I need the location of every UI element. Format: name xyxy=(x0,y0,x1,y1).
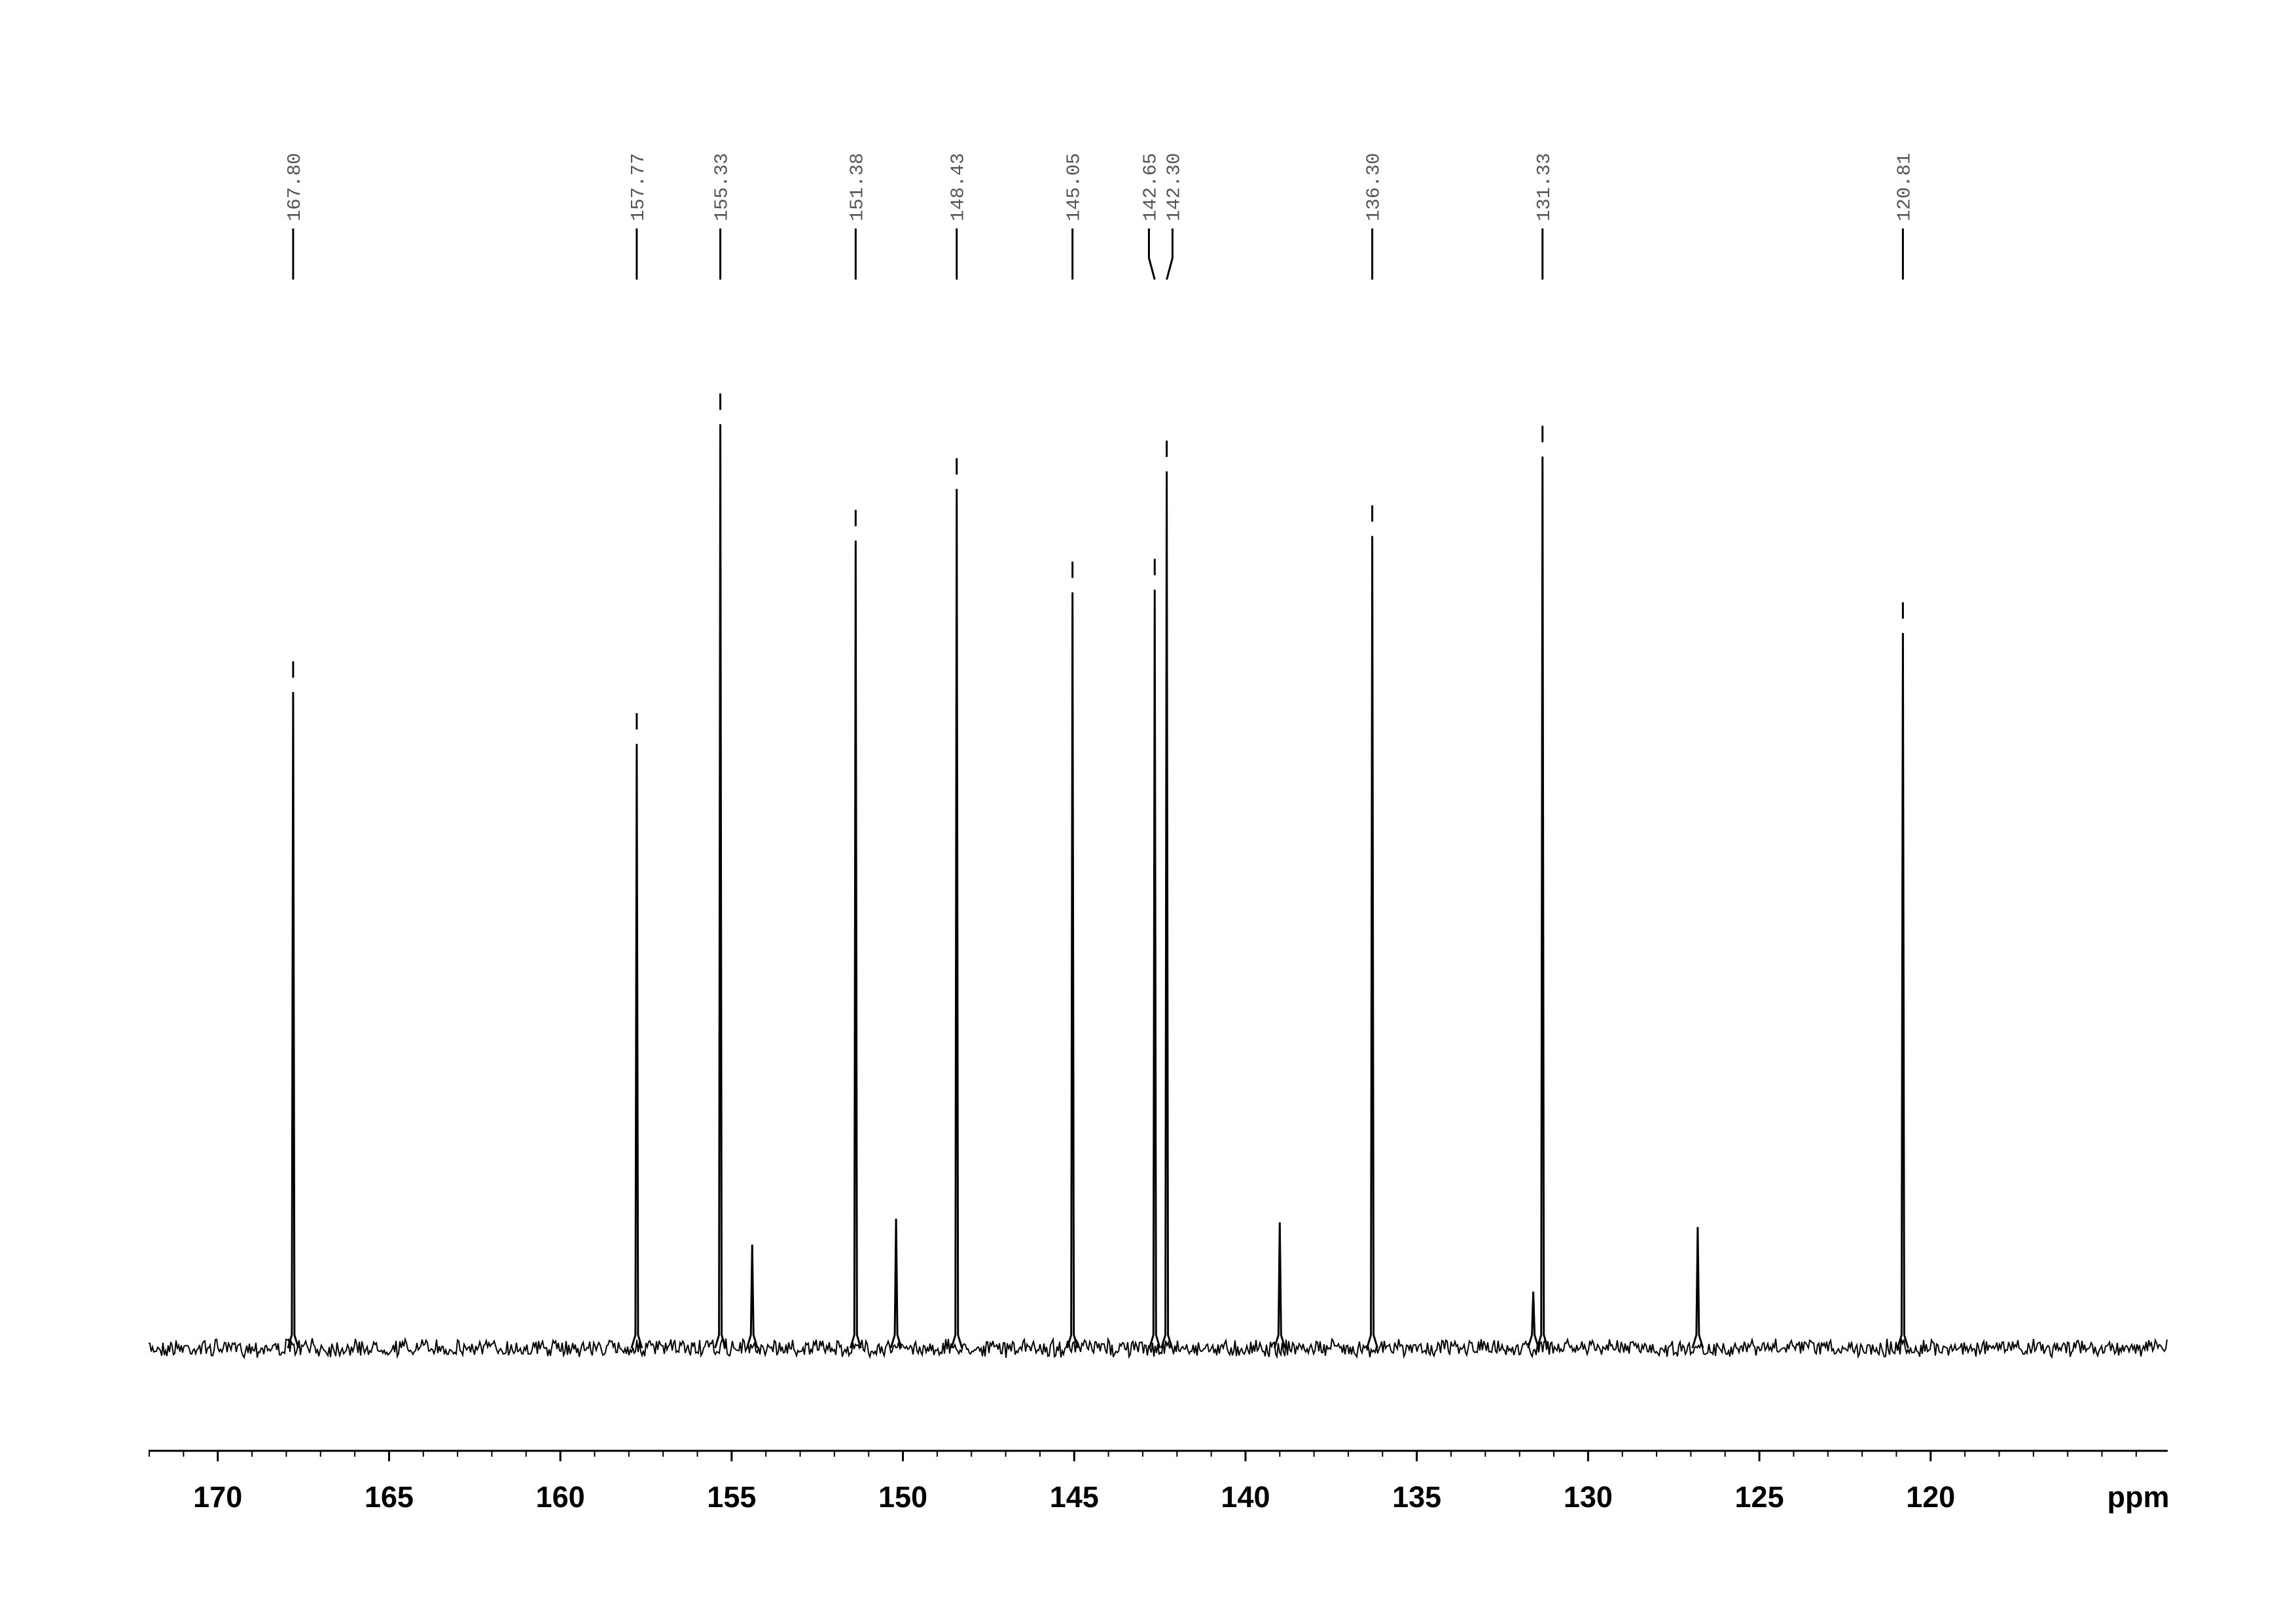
x-tick-label: 135 xyxy=(1392,1480,1441,1514)
peak-label: 136.30 xyxy=(1363,153,1385,221)
x-tick-label: 155 xyxy=(707,1480,756,1514)
peak-label: 151.38 xyxy=(846,153,868,221)
peak xyxy=(1066,592,1079,1349)
peak-label: 157.77 xyxy=(628,153,649,221)
x-tick-label: 140 xyxy=(1221,1480,1270,1514)
peak xyxy=(630,744,643,1349)
peak xyxy=(714,424,727,1349)
peak xyxy=(287,692,300,1349)
x-tick-label: 150 xyxy=(878,1480,927,1514)
peak-label: 142.65 xyxy=(1139,153,1161,221)
x-tick-label: 160 xyxy=(536,1480,585,1514)
peak-label: 167.80 xyxy=(284,153,306,221)
x-tick-label: 125 xyxy=(1735,1480,1784,1514)
peak xyxy=(950,488,963,1349)
peak xyxy=(849,540,862,1349)
peak xyxy=(745,1244,759,1349)
peak xyxy=(1366,536,1379,1349)
peak xyxy=(1160,471,1174,1349)
peak xyxy=(1536,456,1549,1349)
peak-label: 148.43 xyxy=(948,153,969,221)
peak-label: 131.33 xyxy=(1534,153,1555,221)
peak xyxy=(889,1218,903,1349)
peak-label: 142.30 xyxy=(1163,153,1185,221)
x-tick-label: 145 xyxy=(1050,1480,1099,1514)
peak xyxy=(1527,1291,1540,1349)
peak xyxy=(1896,632,1909,1349)
x-axis-label: ppm xyxy=(2108,1480,2170,1514)
peak xyxy=(1273,1222,1286,1349)
peak xyxy=(1148,589,1161,1349)
peak-label-connector xyxy=(1147,228,1156,280)
peak-label: 155.33 xyxy=(711,153,733,221)
peak-label-connector xyxy=(1166,228,1174,280)
x-tick-label: 120 xyxy=(1906,1480,1955,1514)
peak-label: 120.81 xyxy=(1893,153,1915,221)
x-tick-label: 165 xyxy=(365,1480,414,1514)
x-tick-label: 170 xyxy=(193,1480,242,1514)
peak xyxy=(1691,1227,1704,1349)
x-tick-label: 130 xyxy=(1564,1480,1613,1514)
peak-label: 145.05 xyxy=(1064,153,1085,221)
